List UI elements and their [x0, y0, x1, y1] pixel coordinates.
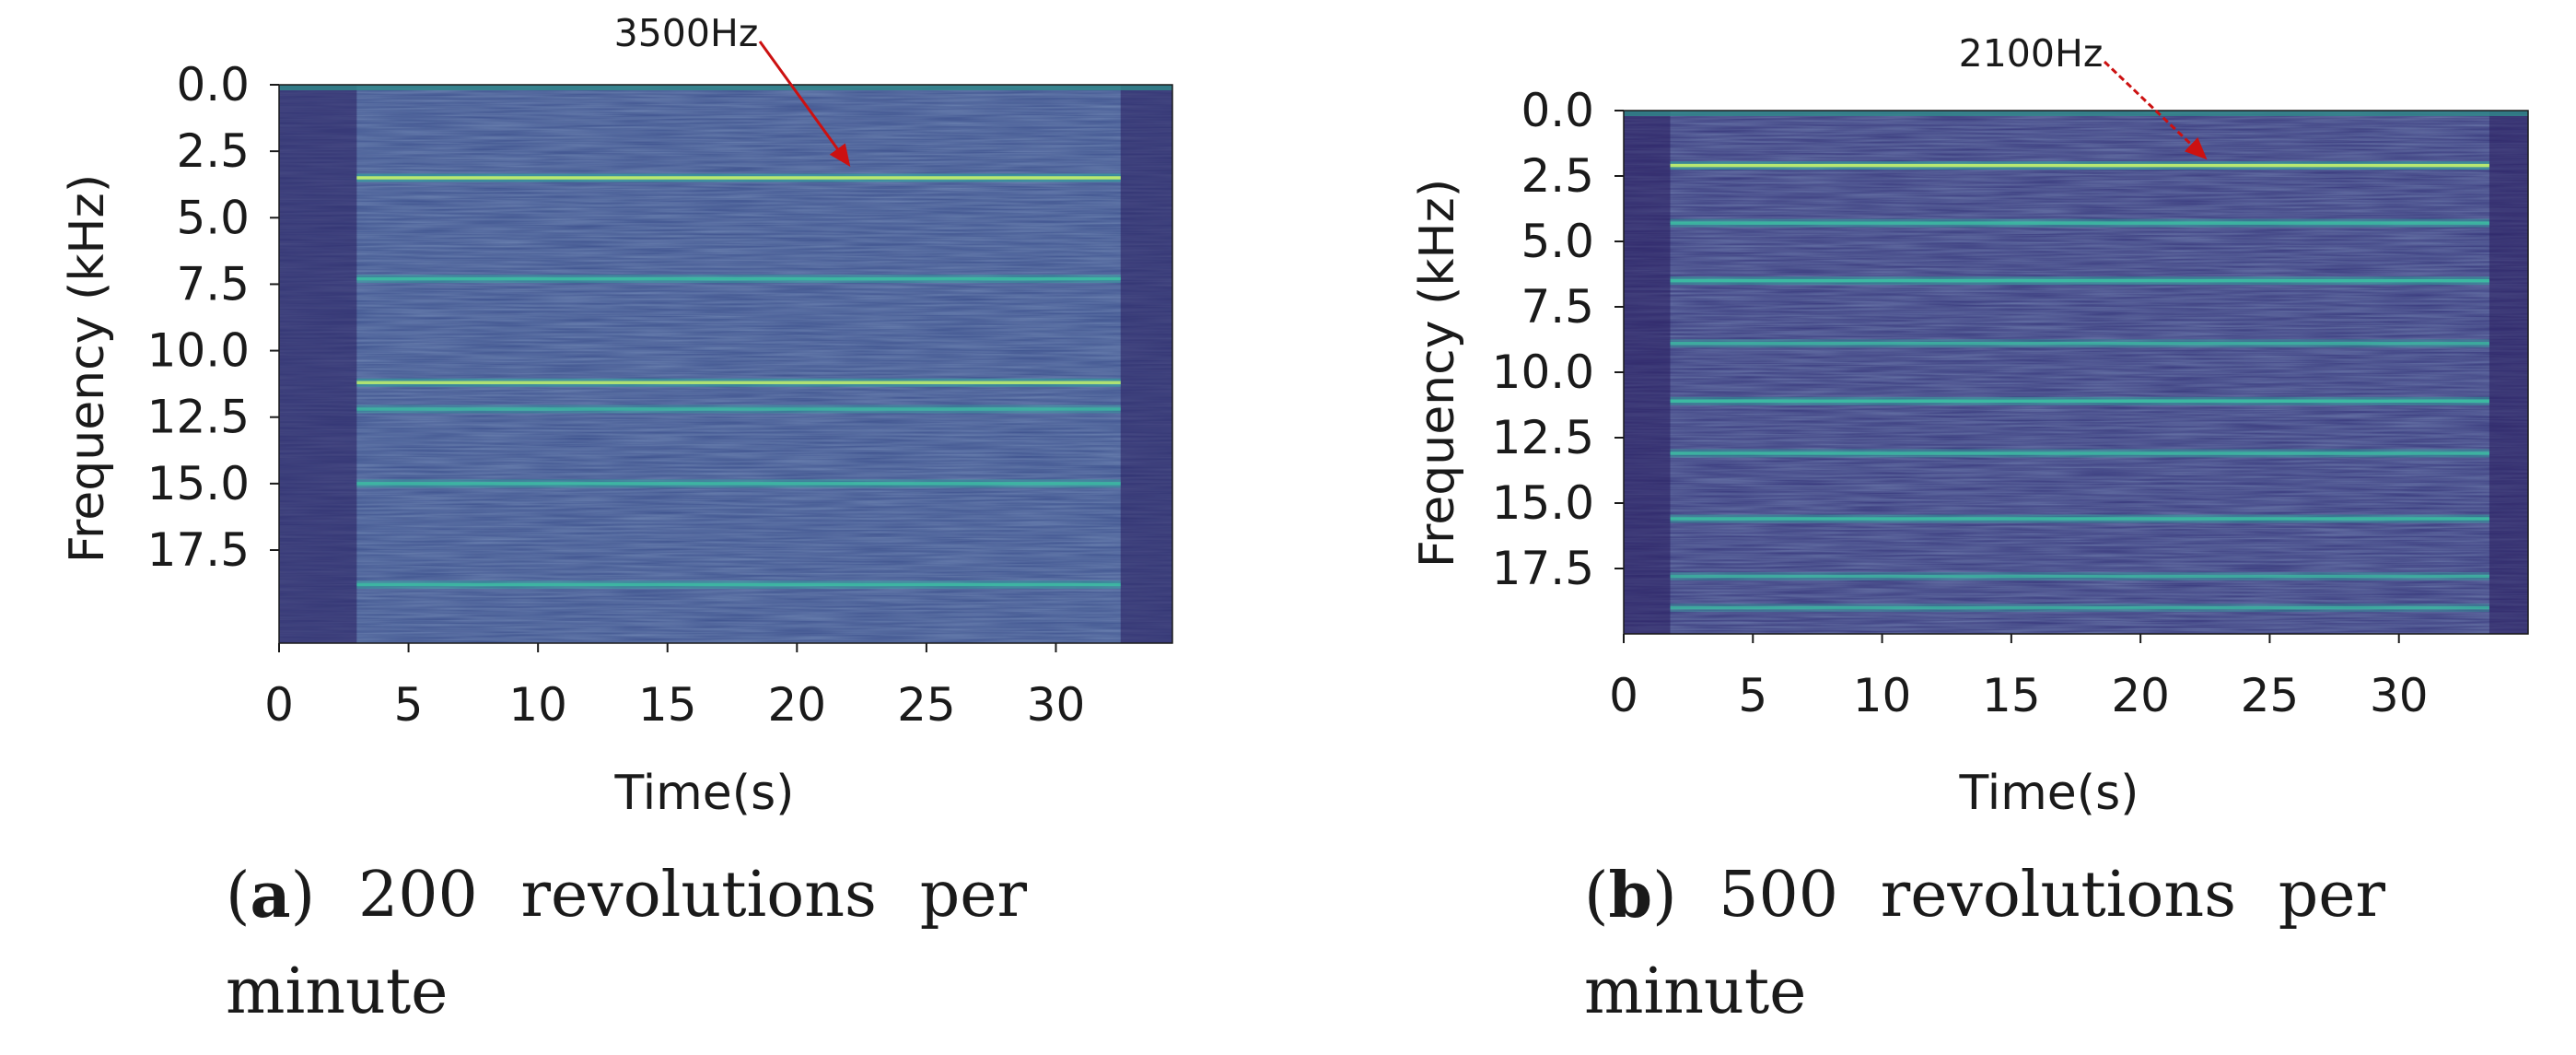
y-axis-ticks-b: 0.0 2.5 5.0 7.5 10.0 12.5 15.0 17.5 [1492, 84, 1624, 595]
x-tick-label: 30 [1027, 678, 1086, 732]
annotation-arrow [2103, 60, 2208, 160]
caption-b-line2: minute [1584, 955, 1807, 1028]
caption-b: (b) 500 revolutions per minute [1584, 848, 2385, 1040]
caption-a: (a) 200 revolutions per minute [226, 848, 1027, 1040]
y-tick-label: 0.0 [176, 58, 250, 111]
spectrogram-noise [1624, 111, 2528, 634]
x-tick-label: 15 [638, 678, 697, 732]
x-tick-label: 0 [264, 678, 294, 732]
x-tick-label: 10 [508, 678, 567, 732]
caption-a-word-3: per [919, 859, 1027, 932]
caption-b-letter: b [1608, 859, 1653, 932]
annotation-label: 2100Hz [1959, 31, 2104, 76]
y-axis-ticks-a: 0.0 2.5 5.0 7.5 10.0 12.5 15.0 17.5 [147, 58, 279, 577]
dc-band [279, 85, 1172, 90]
caption-b-word-3: per [2278, 859, 2385, 932]
y-tick-label: 10.0 [1492, 346, 1594, 399]
x-axis-label-b: Time(s) [1959, 766, 2139, 821]
silent-region-end [2489, 111, 2528, 634]
caption-a-word-2: revolutions [520, 859, 877, 932]
silent-region-end [1120, 85, 1172, 643]
x-tick-label: 5 [1738, 669, 1767, 722]
silent-region-start [1624, 111, 1671, 634]
x-tick-label: 30 [2370, 669, 2429, 722]
spectrogram-noise [279, 85, 1172, 643]
silent-region-start [279, 85, 357, 643]
caption-a-letter: a [250, 859, 291, 932]
spectrogram-panel-b: 0 5 10 15 20 25 30 0.0 2.5 5.0 7.5 10.0 12.5 15.0 17.… [1410, 31, 2529, 821]
y-tick-label: 17.5 [1492, 542, 1594, 595]
y-tick-label: 12.5 [147, 391, 250, 444]
y-axis-label-b: Frequency (kHz) [1410, 179, 1465, 568]
x-tick-label: 25 [897, 678, 956, 732]
x-tick-label: 0 [1609, 669, 1638, 722]
x-axis-ticks-a: 0 5 10 15 20 25 30 [264, 643, 1085, 732]
plot-frame [278, 84, 1173, 644]
y-tick-label: 2.5 [1521, 149, 1594, 203]
spectrogram-panel-a: 0 5 10 15 20 25 30 0.0 2.5 5.0 7.5 10.0 12.5 15.0 17.… [60, 11, 1173, 821]
spectrogram-a-plot-area [278, 84, 1173, 644]
x-tick-label: 10 [1853, 669, 1912, 722]
y-tick-label: 7.5 [176, 257, 250, 311]
x-tick-label: 5 [394, 678, 424, 732]
y-tick-label: 2.5 [176, 124, 250, 178]
y-tick-label: 12.5 [1492, 411, 1594, 464]
annotation-a: 3500Hz [614, 11, 851, 168]
y-tick-label: 15.0 [1492, 476, 1594, 530]
x-tick-label: 25 [2241, 669, 2300, 722]
x-tick-label: 20 [768, 678, 827, 732]
x-axis-ticks-b: 0 5 10 15 20 25 30 [1609, 634, 2429, 722]
y-tick-label: 0.0 [1521, 84, 1594, 137]
x-axis-label-a: Time(s) [614, 766, 795, 821]
y-tick-label: 10.0 [147, 324, 250, 378]
caption-a-word-1: 200 [357, 859, 478, 932]
caption-b-word-1: 500 [1719, 859, 1839, 932]
annotation-arrow [758, 41, 851, 168]
y-tick-label: 7.5 [1521, 280, 1594, 334]
caption-a-line2: minute [226, 955, 449, 1028]
dc-band [1624, 111, 2528, 116]
spectrogram-b-plot-area [1623, 110, 2529, 635]
y-tick-label: 15.0 [147, 457, 250, 510]
y-axis-label-a: Frequency (kHz) [60, 174, 115, 563]
y-tick-label: 5.0 [176, 191, 250, 244]
annotation-b: 2100Hz [1959, 31, 2208, 160]
annotation-label: 3500Hz [614, 11, 759, 55]
x-tick-label: 15 [1982, 669, 2041, 722]
x-tick-label: 20 [2111, 669, 2170, 722]
y-tick-label: 5.0 [1521, 215, 1594, 268]
caption-b-word-2: revolutions [1880, 859, 2237, 932]
y-tick-label: 17.5 [147, 523, 250, 577]
